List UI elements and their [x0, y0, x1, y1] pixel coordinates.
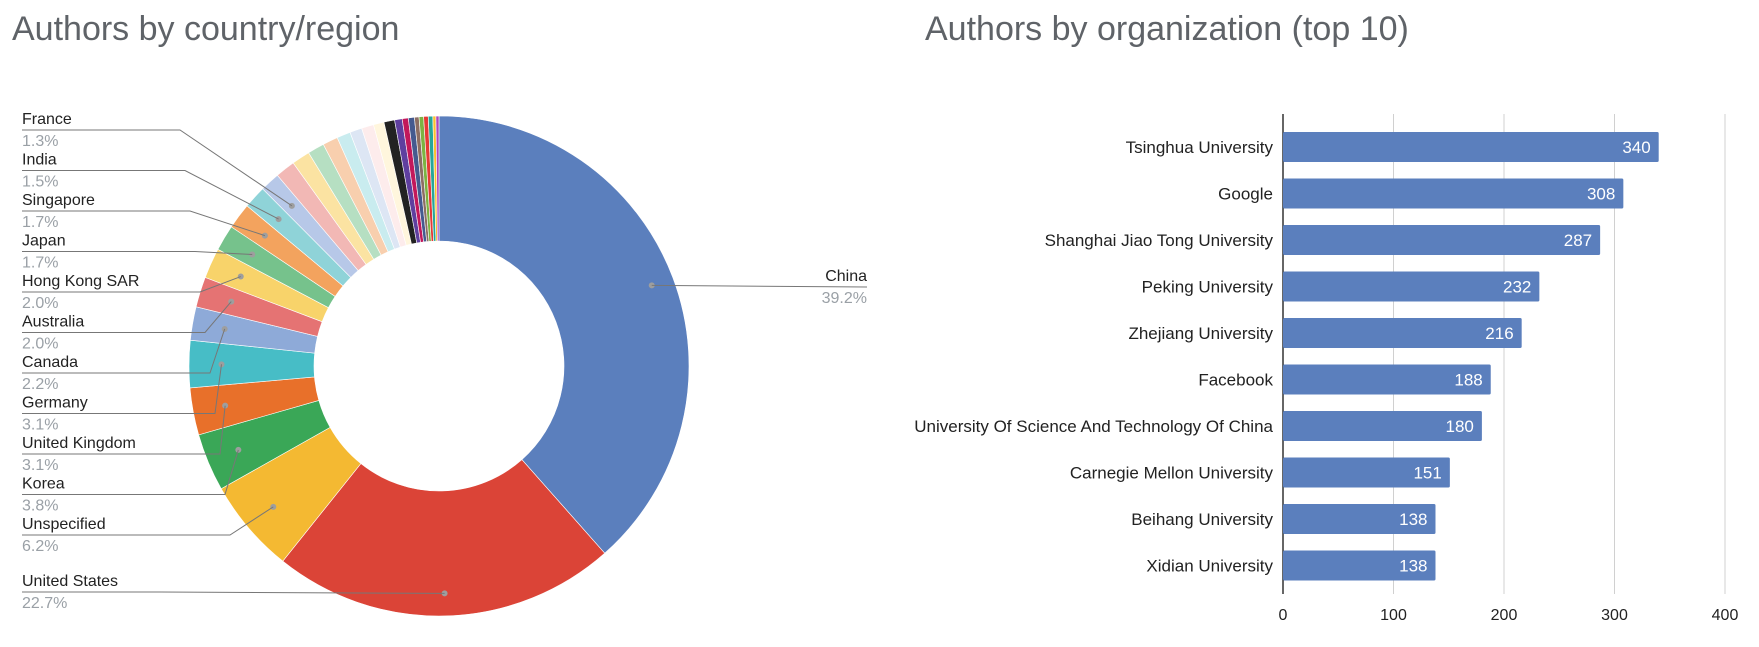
pie-pct-china: 39.2%	[822, 290, 867, 307]
bar-university-of-science-and-technology-of-china	[1283, 411, 1482, 441]
pie-label-china: China	[825, 268, 867, 285]
category-label: Peking University	[1142, 278, 1274, 297]
bar-peking-university	[1283, 271, 1540, 302]
pie-pct-canada: 2.2%	[22, 376, 58, 393]
pie-label-india: India	[22, 152, 57, 169]
pie-label-united-states: United States	[22, 573, 118, 590]
bar-value-label: 232	[1503, 278, 1531, 297]
pie-pct-india: 1.5%	[22, 174, 58, 191]
bar-google	[1283, 178, 1624, 209]
donut-slice-china	[438, 115, 690, 554]
pie-label-korea: Korea	[22, 476, 65, 493]
leader-line	[22, 210, 266, 237]
bar-shanghai-jiao-tong-university	[1283, 225, 1601, 255]
pie-label-hong-kong-sar: Hong Kong SAR	[22, 273, 139, 290]
pie-label-united-kingdom: United Kingdom	[22, 435, 136, 452]
bar-value-label: 308	[1587, 185, 1615, 204]
x-tick-label: 400	[1712, 607, 1739, 624]
pie-label-germany: Germany	[22, 395, 88, 412]
category-label: Carnegie Mellon University	[1070, 464, 1274, 483]
bar-value-label: 340	[1622, 138, 1650, 157]
category-label: University Of Science And Technology Of …	[914, 417, 1273, 436]
organization-chart-title: Authors by organization (top 10)	[925, 10, 1409, 48]
bar-value-label: 180	[1446, 417, 1474, 436]
category-label: Facebook	[1198, 371, 1273, 390]
bar-value-label: 138	[1399, 557, 1427, 576]
pie-pct-france: 1.3%	[22, 133, 58, 150]
pie-pct-germany: 3.1%	[22, 417, 58, 434]
pie-label-australia: Australia	[22, 314, 84, 331]
bar-facebook	[1283, 364, 1491, 395]
leader-line	[22, 328, 226, 374]
country-donut-chart: China 39.2% France 1.3% India 1.5%Singapore 1.…	[22, 111, 868, 617]
pie-label-japan: Japan	[22, 233, 66, 250]
bar-tsinghua-university	[1283, 132, 1659, 162]
bar-value-label: 216	[1485, 324, 1513, 343]
leader-line	[22, 251, 253, 256]
x-tick-label: 0	[1279, 607, 1288, 624]
pie-pct-united-kingdom: 3.1%	[22, 457, 58, 474]
donut-slice-other	[435, 115, 440, 242]
bar-value-label: 151	[1413, 464, 1441, 483]
x-tick-label: 200	[1491, 607, 1518, 624]
x-tick-label: 100	[1380, 607, 1407, 624]
bar-value-label: 287	[1564, 231, 1592, 250]
leader-line	[22, 129, 293, 207]
category-label: Shanghai Jiao Tong University	[1045, 231, 1274, 250]
leader-line	[22, 364, 223, 414]
pie-pct-korea: 3.8%	[22, 498, 58, 515]
donut-slice-united-states	[282, 459, 606, 617]
bar-zhejiang-university	[1283, 318, 1522, 348]
pie-pct-unspecified: 6.2%	[22, 538, 58, 555]
category-label: Tsinghua University	[1126, 138, 1274, 157]
leader-line	[22, 449, 239, 495]
pie-pct-hong-kong-sar: 2.0%	[22, 295, 58, 312]
pie-pct-japan: 1.7%	[22, 255, 58, 272]
category-label: Beihang University	[1131, 510, 1273, 529]
leader-line	[22, 276, 241, 293]
pie-label-unspecified: Unspecified	[22, 516, 106, 533]
country-chart-title: Authors by country/region	[12, 10, 400, 48]
leader-line	[22, 301, 232, 333]
leader-line	[651, 284, 868, 288]
category-label: Xidian University	[1146, 557, 1273, 576]
category-label: Google	[1218, 185, 1273, 204]
pie-pct-united-states: 22.7%	[22, 595, 67, 612]
pie-label-france: France	[22, 111, 72, 128]
bar-beihang-university	[1283, 504, 1436, 534]
bar-carnegie-mellon-university	[1283, 457, 1450, 488]
x-tick-label: 300	[1601, 607, 1628, 624]
bar-value-label: 188	[1454, 371, 1482, 390]
pie-label-singapore: Singapore	[22, 192, 95, 209]
leader-line	[22, 405, 226, 455]
bar-value-label: 138	[1399, 510, 1427, 529]
leader-line	[22, 506, 274, 536]
leader-line	[22, 170, 279, 220]
category-label: Zhejiang University	[1128, 324, 1273, 343]
pie-pct-australia: 2.0%	[22, 336, 58, 353]
bar-xidian-university	[1283, 550, 1436, 581]
pie-label-canada: Canada	[22, 354, 78, 371]
pie-pct-singapore: 1.7%	[22, 214, 58, 231]
leader-line	[22, 591, 445, 594]
